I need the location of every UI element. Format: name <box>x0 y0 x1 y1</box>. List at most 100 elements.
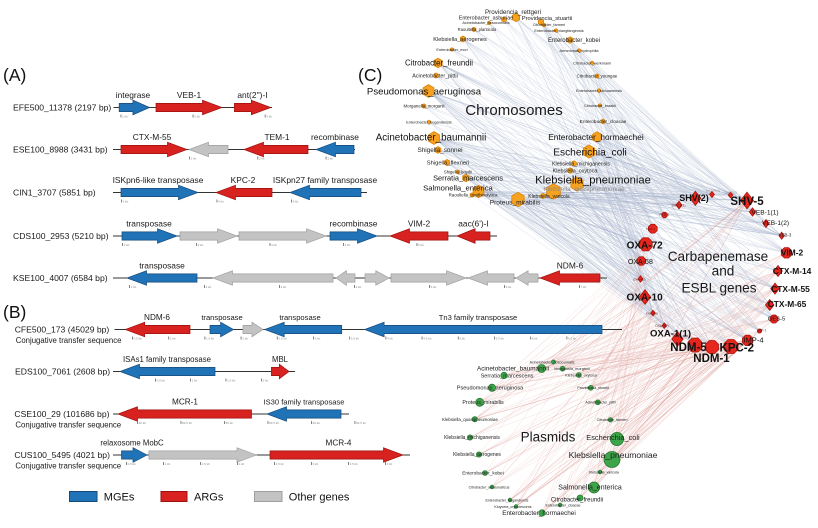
svg-text:0.5 kb: 0.5 kb <box>157 378 166 382</box>
svg-text:3 kb: 3 kb <box>327 156 333 160</box>
svg-text:Enterobacter_kobei: Enterobacter_kobei <box>462 471 504 477</box>
svg-text:MBL: MBL <box>272 355 289 364</box>
svg-text:Citrobacter_amalonaticus: Citrobacter_amalonaticus <box>469 485 510 489</box>
svg-text:ESBL genes: ESBL genes <box>681 281 756 296</box>
svg-text:1 kb: 1 kb <box>165 462 171 466</box>
svg-text:PER-4: PER-4 <box>660 213 670 217</box>
svg-text:VEB-3: VEB-3 <box>779 233 792 238</box>
svg-text:MGEs: MGEs <box>104 492 135 504</box>
svg-text:5 kb: 5 kb <box>459 336 465 340</box>
svg-text:Klebsiella_oxytoca: Klebsiella_oxytoca <box>553 168 598 174</box>
svg-text:SHV(2): SHV(2) <box>679 193 709 203</box>
svg-text:1 kb: 1 kb <box>122 114 128 118</box>
svg-text:CTX-M-65: CTX-M-65 <box>768 299 807 309</box>
svg-text:Providencia_stuartii: Providencia_stuartii <box>577 386 609 390</box>
svg-text:3.5 kb: 3.5 kb <box>351 336 360 340</box>
svg-text:Morganella_morganii: Morganella_morganii <box>554 367 590 371</box>
svg-text:1.5 kb: 1.5 kb <box>227 378 236 382</box>
svg-text:VEB-1(1): VEB-1(1) <box>751 209 778 216</box>
svg-text:Klebsiella_varicola: Klebsiella_varicola <box>528 194 570 200</box>
svg-text:VIM-2: VIM-2 <box>781 247 804 257</box>
svg-text:0.5 kb: 0.5 kb <box>128 462 137 466</box>
svg-text:Enterobacter_mori: Enterobacter_mori <box>436 48 467 52</box>
svg-text:3 kb: 3 kb <box>281 285 287 289</box>
svg-text:84 kb: 84 kb <box>313 421 321 425</box>
svg-text:Enterobacter_cloacae: Enterobacter_cloacae <box>546 503 581 507</box>
svg-text:TEM-1: TEM-1 <box>264 132 289 142</box>
svg-text:Citrobacter_farmeri: Citrobacter_farmeri <box>597 418 628 422</box>
svg-text:5 kb: 5 kb <box>293 199 299 203</box>
svg-text:Salmonella_enterica: Salmonella_enterica <box>423 184 493 193</box>
svg-text:5 kb: 5 kb <box>431 285 437 289</box>
svg-text:recombinase: recombinase <box>330 219 378 229</box>
svg-text:Klebsiella_michiganensis: Klebsiella_michiganensis <box>444 435 500 441</box>
svg-text:3 kb: 3 kb <box>271 243 277 247</box>
svg-text:VIM-2: VIM-2 <box>408 219 431 229</box>
svg-text:(C): (C) <box>358 65 382 85</box>
svg-text:Conjugative transfer sequence: Conjugative transfer sequence <box>15 462 121 471</box>
svg-text:2 kb: 2 kb <box>263 378 269 382</box>
svg-text:Enterobacter_bugandensis: Enterobacter_bugandensis <box>486 498 529 502</box>
svg-text:ARGs: ARGs <box>194 492 224 504</box>
svg-text:2 kb: 2 kb <box>242 336 248 340</box>
svg-text:Serratia_marcescens: Serratia_marcescens <box>433 174 503 183</box>
svg-text:Acinetobacter_nosocomialis: Acinetobacter_nosocomialis <box>462 21 509 25</box>
svg-text:OXA-58: OXA-58 <box>628 259 653 266</box>
svg-text:ISKpn27 family transposase: ISKpn27 family transposase <box>273 175 378 185</box>
svg-text:Enterobacter_sichuanensis: Enterobacter_sichuanensis <box>576 89 622 93</box>
svg-text:ISKpn6-like transposase: ISKpn6-like transposase <box>113 175 204 185</box>
svg-text:1 kb: 1 kb <box>192 378 198 382</box>
svg-text:2.5 kb: 2.5 kb <box>278 336 287 340</box>
svg-text:Pseudomonas_aeruginosa: Pseudomonas_aeruginosa <box>367 86 482 97</box>
svg-text:Klebsiella_pneumoniae: Klebsiella_pneumoniae <box>535 174 651 186</box>
svg-text:MCR-4: MCR-4 <box>326 439 352 448</box>
svg-text:ISAs1 family transposase: ISAs1 family transposase <box>123 355 211 364</box>
svg-text:IMP-1: IMP-1 <box>758 329 767 333</box>
svg-text:2 kb: 2 kb <box>194 114 200 118</box>
svg-text:VEB-1(2): VEB-1(2) <box>762 220 789 227</box>
svg-text:CTX-M-55: CTX-M-55 <box>771 284 810 294</box>
svg-text:(B): (B) <box>3 302 26 322</box>
svg-text:1 kb: 1 kb <box>124 243 130 247</box>
svg-text:CUS100_5495 (4021 bp): CUS100_5495 (4021 bp) <box>14 450 110 460</box>
svg-text:Carbapenemase: Carbapenemase <box>668 249 769 264</box>
svg-text:Klebsiella_aerogenes: Klebsiella_aerogenes <box>433 37 487 43</box>
svg-text:Citrobacter_youngae: Citrobacter_youngae <box>577 74 618 79</box>
svg-text:PER-1: PER-1 <box>646 227 655 231</box>
svg-text:Kluyvera_cryocrescens: Kluyvera_cryocrescens <box>494 505 531 509</box>
svg-text:Tn3 family transposase: Tn3 family transposase <box>439 313 518 322</box>
svg-text:VEB-1: VEB-1 <box>177 90 202 100</box>
svg-text:KPC-2: KPC-2 <box>231 175 256 185</box>
svg-text:GES-5: GES-5 <box>768 317 785 323</box>
svg-text:Proteus_mirabilis: Proteus_mirabilis <box>490 199 541 206</box>
svg-text:Klebsiella_varicola: Klebsiella_varicola <box>589 470 619 474</box>
svg-text:3.5 kb: 3.5 kb <box>350 462 359 466</box>
svg-text:Shigella_sonnei: Shigella_sonnei <box>417 147 462 154</box>
svg-text:aac(6')-I: aac(6')-I <box>458 219 488 229</box>
svg-text:(A): (A) <box>3 65 26 85</box>
svg-text:Acinetobacter_baumannii: Acinetobacter_baumannii <box>376 132 487 143</box>
svg-text:Acinetobacter_pittii: Acinetobacter_pittii <box>412 73 458 79</box>
svg-text:Chromosomes: Chromosomes <box>465 102 563 119</box>
svg-text:Enterobacter_hormaechei: Enterobacter_hormaechei <box>548 132 644 142</box>
svg-text:Proteus_mirabilis: Proteus_mirabilis <box>462 400 504 406</box>
svg-text:KSE100_4007 (6584 bp): KSE100_4007 (6584 bp) <box>13 273 108 283</box>
svg-text:recombinase: recombinase <box>311 132 359 142</box>
svg-text:Providencia_stuartii: Providencia_stuartii <box>522 16 573 22</box>
svg-text:2 kb: 2 kb <box>239 462 245 466</box>
svg-text:Providencia_rettgeri: Providencia_rettgeri <box>485 9 541 16</box>
svg-text:Escherichia_coli: Escherichia_coli <box>553 148 627 159</box>
svg-text:Klebsiella_quasipneumoniae: Klebsiella_quasipneumoniae <box>442 417 498 422</box>
svg-text:KPC-2: KPC-2 <box>720 343 755 355</box>
svg-text:4 kb: 4 kb <box>356 285 362 289</box>
svg-text:EFE500_11378 (2197 bp): EFE500_11378 (2197 bp) <box>13 103 111 113</box>
svg-text:SHV-90(1): SHV-90(1) <box>706 189 720 193</box>
svg-text:82 kb: 82 kb <box>139 421 147 425</box>
svg-text:Conjugative transfer sequence: Conjugative transfer sequence <box>15 421 121 430</box>
svg-text:Citrobacter_freundii: Citrobacter_freundii <box>405 59 473 68</box>
svg-text:CTX-M-14: CTX-M-14 <box>773 266 812 276</box>
svg-text:integrase: integrase <box>116 90 151 100</box>
svg-text:OXA-9(2): OXA-9(2) <box>655 324 668 328</box>
svg-text:OXA-72: OXA-72 <box>627 240 664 251</box>
svg-text:Enterobacter_xiangfangensis: Enterobacter_xiangfangensis <box>534 29 583 33</box>
